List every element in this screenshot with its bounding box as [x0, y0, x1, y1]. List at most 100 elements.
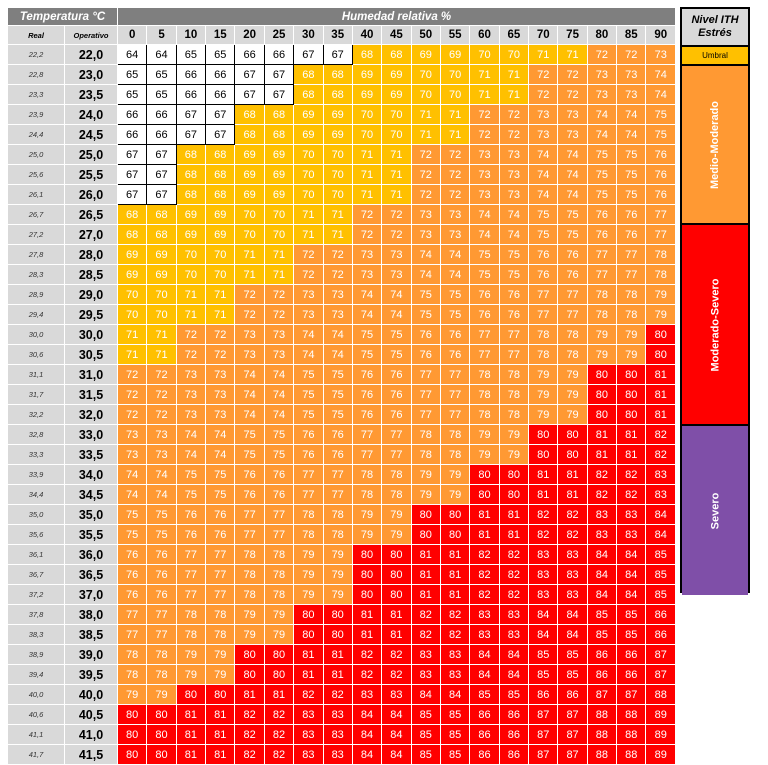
humidity-tick: 45	[381, 25, 412, 45]
ith-cell: 88	[616, 704, 647, 725]
ith-cell: 81	[351, 624, 383, 645]
ith-cell: 75	[351, 344, 383, 365]
humidity-tick: 85	[616, 25, 647, 45]
ith-cell: 76	[146, 584, 177, 605]
humidity-tick: 15	[205, 25, 236, 45]
ith-cell: 74	[439, 244, 471, 265]
ith-cell: 77	[205, 544, 236, 565]
humidity-tick: 20	[234, 25, 265, 45]
ith-cell: 78	[351, 484, 383, 505]
ith-cell: 81	[439, 584, 471, 605]
ith-cell: 67	[146, 144, 177, 165]
table-row: 22,8 23,0 65 65 66 66 67 67 68 68 69 69 70 70 71 71 72 72…	[7, 64, 676, 85]
ith-cell: 72	[263, 284, 295, 305]
ith-cell: 79	[410, 484, 441, 505]
ith-cell: 70	[322, 184, 353, 205]
table-row: 30,0 30,0 71 71 72 72 73 73 74 74 75 75 76 76 77 77 78 78…	[7, 324, 676, 345]
ith-cell: 78	[645, 264, 676, 285]
ith-cell: 73	[351, 264, 383, 285]
ith-cell: 76	[586, 224, 618, 245]
ith-cell: 80	[381, 584, 412, 605]
ith-cell: 81	[205, 744, 236, 765]
ith-cell: 79	[234, 604, 265, 625]
ith-cell: 75	[586, 164, 618, 185]
ith-cell: 80	[557, 444, 588, 465]
legend-title: Nivel ITH Estrés	[682, 9, 748, 45]
ith-cell: 74	[586, 124, 618, 145]
table-row: 39,4 39,5 78 78 79 79 80 80 81 81 82 82 83 83 84 84 85 85…	[7, 664, 676, 685]
ith-cell: 86	[469, 724, 500, 745]
ith-cell: 70	[439, 64, 471, 85]
humidity-header: Humedad relativa %	[117, 7, 676, 26]
operative-temp-cell: 40,5	[64, 704, 118, 725]
ith-cell: 79	[557, 404, 588, 425]
ith-cell: 80	[322, 604, 353, 625]
ith-cell: 70	[381, 104, 412, 125]
ith-cell: 78	[616, 304, 647, 325]
ith-cell: 84	[616, 584, 647, 605]
ith-cell: 83	[293, 704, 324, 725]
real-temp-cell: 41,7	[7, 744, 65, 765]
ith-cell: 75	[616, 184, 647, 205]
humidity-tick: 55	[439, 25, 471, 45]
ith-cell: 84	[586, 544, 618, 565]
ith-cell: 78	[469, 404, 500, 425]
ith-cell: 82	[322, 684, 353, 705]
ith-cell: 75	[293, 364, 324, 385]
ith-cell: 74	[293, 324, 324, 345]
ith-cell: 76	[469, 304, 500, 325]
ith-cell: 65	[175, 44, 207, 65]
ith-cell: 83	[293, 744, 324, 765]
ith-cell: 71	[322, 204, 353, 225]
ith-cell: 79	[498, 424, 530, 445]
ith-cell: 73	[557, 124, 588, 145]
ith-cell: 76	[234, 464, 265, 485]
ith-cell: 79	[322, 584, 353, 605]
ith-cell: 68	[322, 64, 353, 85]
table-row: 35,6 35,5 75 75 76 76 77 77 78 78 79 79 80 80 81 81 82 82…	[7, 524, 676, 545]
ith-cell: 73	[498, 144, 530, 165]
ith-cell: 86	[616, 644, 647, 665]
real-temp-cell: 28,3	[7, 264, 65, 285]
ith-cell: 77	[616, 264, 647, 285]
ith-cell: 71	[439, 124, 471, 145]
ith-cell: 82	[557, 504, 588, 525]
ith-cell: 82	[498, 544, 530, 565]
operative-temp-cell: 27,0	[64, 224, 118, 245]
ith-cell: 74	[645, 84, 676, 105]
ith-cell: 76	[616, 204, 647, 225]
ith-cell: 71	[175, 284, 207, 305]
real-temp-cell: 39,4	[7, 664, 65, 685]
ith-cell: 70	[234, 204, 265, 225]
ith-cell: 82	[263, 744, 295, 765]
table-row: 22,2 22,0 64 64 65 65 66 66 67 67 68 68 69 69 70 70 71 71…	[7, 44, 676, 65]
ith-legend: Nivel ITH Estrés Umbral Medio-Moderado M…	[680, 7, 750, 595]
ith-cell: 78	[351, 464, 383, 485]
ith-cell: 85	[616, 604, 647, 625]
ith-cell: 88	[616, 724, 647, 745]
temperature-header: Temperatura °C	[7, 7, 118, 26]
ith-cell: 86	[498, 704, 530, 725]
ith-cell: 86	[498, 744, 530, 765]
ith-cell: 71	[351, 144, 383, 165]
operative-temp-cell: 26,5	[64, 204, 118, 225]
ith-cell: 65	[146, 84, 177, 105]
ith-cell: 77	[557, 304, 588, 325]
ith-cell: 75	[439, 304, 471, 325]
real-temp-cell: 33,3	[7, 444, 65, 465]
ith-cell: 80	[263, 644, 295, 665]
ith-cell: 84	[410, 684, 441, 705]
real-temp-cell: 23,3	[7, 84, 65, 105]
ith-cell: 69	[146, 264, 177, 285]
ith-cell: 73	[175, 384, 207, 405]
ith-cell: 82	[410, 624, 441, 645]
ith-cell: 78	[381, 484, 412, 505]
ith-cell: 83	[557, 564, 588, 585]
real-temp-cell: 37,8	[7, 604, 65, 625]
ith-cell: 75	[293, 384, 324, 405]
ith-cell: 80	[234, 664, 265, 685]
real-temp-cell: 40,6	[7, 704, 65, 725]
real-temp-cell: 38,9	[7, 644, 65, 665]
ith-cell: 74	[498, 224, 530, 245]
ith-cell: 72	[146, 364, 177, 385]
